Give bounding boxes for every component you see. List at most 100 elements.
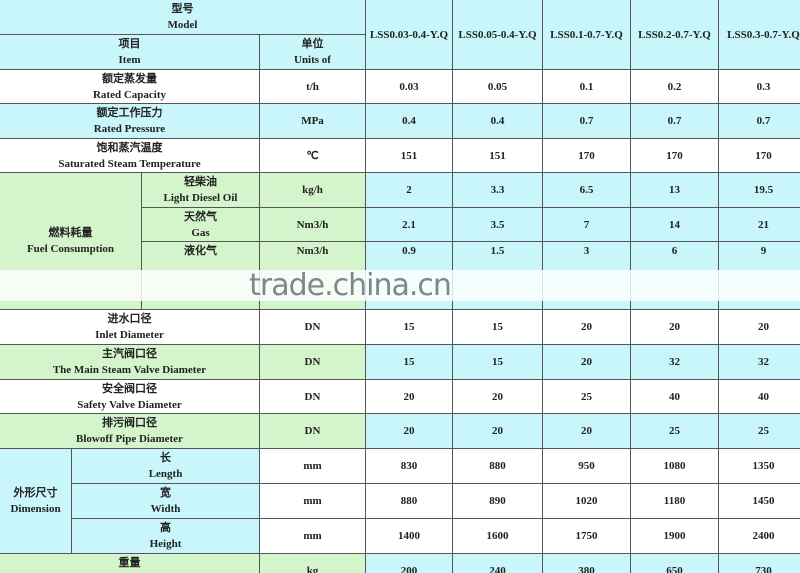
table-cell-text: 170 — [755, 149, 772, 162]
table-cell: 1350 — [719, 449, 800, 483]
group-label-fuel-text: 燃料耗量 — [48, 226, 93, 239]
table-cell: 14 — [631, 208, 718, 241]
table-cell: 0.7 — [543, 104, 630, 138]
table-cell: 1600 — [453, 519, 542, 553]
table-cell-text: 0.1 — [579, 80, 594, 93]
table-cell: 20 — [453, 414, 542, 448]
row-label-text: 安全阀口径 — [102, 381, 157, 395]
table-cell: 890 — [453, 484, 542, 518]
table-cell-text: 25 — [758, 425, 769, 437]
row-label-text: 排污阀口径 — [102, 416, 157, 429]
table-cell: 6.5 — [543, 173, 630, 207]
table-cell: 25 — [631, 414, 718, 448]
table-cell-text: 9 — [760, 245, 767, 257]
table-cell: 880 — [453, 449, 542, 483]
table-cell-text: 1450 — [752, 495, 775, 507]
table-cell-text: 151 — [400, 149, 418, 162]
row-label-text: 额定工作压力 — [96, 106, 163, 119]
row-label-text: 饱和蒸汽温度 — [96, 140, 163, 154]
table-cell: 0.4 — [453, 104, 542, 138]
row-unit: DN — [260, 345, 365, 379]
table-cell: 200 — [366, 554, 452, 573]
table-cell: 0.9 — [366, 242, 452, 309]
table-cell-text: 1350 — [752, 460, 775, 472]
row-unit: Nm3/h — [260, 208, 365, 241]
table-cell-text: 15 — [492, 356, 503, 368]
row-label-text: 天然气 — [184, 209, 217, 223]
row-label-text: Rated Pressure — [93, 123, 166, 135]
table-cell: 2400 — [719, 519, 800, 553]
table-cell-text: 0.4 — [402, 115, 416, 127]
table-cell-text: 730 — [755, 565, 772, 573]
row-unit: kg/h — [260, 173, 365, 207]
model-column-header-text: LSS0.05-0.4-Y.Q — [458, 28, 537, 41]
table-cell: 2 — [366, 173, 452, 207]
table-cell: 0.7 — [631, 104, 718, 138]
table-cell-text: 0.2 — [667, 80, 682, 93]
table-cell-text: 15 — [403, 321, 415, 333]
row-label-text: Safety Valve Diameter — [77, 398, 182, 411]
row-label-text: 宽 — [160, 486, 171, 499]
table-cell: 0.05 — [453, 70, 542, 103]
table-cell: 7 — [543, 208, 630, 241]
row-label-text: Width — [150, 503, 181, 515]
row-label: 液化气 — [142, 242, 259, 309]
table-cell: 0.7 — [719, 104, 800, 138]
group-label-fuel-text: Fuel Consumption — [26, 243, 115, 255]
row-unit-text: kg — [306, 565, 319, 573]
table-cell: 0.2 — [631, 70, 718, 103]
model-column-header-text: LSS0.1-0.7-Y.Q — [550, 28, 623, 41]
row-label: 宽 Width — [72, 484, 259, 518]
row-label-text: 高 — [160, 521, 171, 534]
table-cell: 1900 — [631, 519, 718, 553]
table-cell-text: 151 — [489, 149, 506, 162]
table-cell-text: 14 — [669, 218, 680, 231]
table-cell: 19.5 — [719, 173, 800, 207]
row-label: 安全阀口径 Safety Valve Diameter — [0, 380, 259, 413]
table-cell: 32 — [719, 345, 800, 379]
table-cell: 650 — [631, 554, 718, 573]
table-cell-text: 20 — [403, 425, 415, 437]
table-cell: 1180 — [631, 484, 718, 518]
row-label-text: Rated Capacity — [92, 88, 167, 101]
table-cell-text: 6 — [671, 245, 678, 257]
table-cell: 3.5 — [453, 208, 542, 241]
model-column-header-text: LSS0.3-0.7-Y.Q — [727, 28, 800, 41]
table-cell: 6 — [631, 242, 718, 309]
table-cell-text: 200 — [400, 565, 418, 573]
table-cell: 9 — [719, 242, 800, 309]
table-cell-text: 20 — [581, 356, 592, 368]
row-label-text: 重量 — [118, 556, 141, 569]
table-cell: 1080 — [631, 449, 718, 483]
table-cell-text: 15 — [492, 321, 503, 333]
row-label: 轻柴油 Light Diesel Oil — [142, 173, 259, 207]
table-cell: 950 — [543, 449, 630, 483]
table-cell: 730 — [719, 554, 800, 573]
group-label-dim-text: 外形尺寸 — [13, 486, 58, 499]
table-cell: 2.1 — [366, 208, 452, 241]
table-cell: 20 — [366, 414, 452, 448]
group-label-dim: 外形尺寸 Dimension — [0, 449, 71, 553]
table-cell: 151 — [453, 139, 542, 172]
row-unit-text: mm — [303, 460, 322, 472]
table-cell: 380 — [543, 554, 630, 573]
row-unit-text: kg/h — [302, 184, 323, 196]
table-cell: 25 — [543, 380, 630, 413]
row-unit: t/h — [260, 70, 365, 103]
model-column-header-text: LSS0.03-0.4-Y.Q — [369, 28, 449, 41]
table-cell: 0.03 — [366, 70, 452, 103]
table-cell-text: 13 — [669, 184, 680, 196]
item-header-text: Item — [118, 54, 141, 66]
table-cell-text: 25 — [581, 390, 592, 403]
row-unit-text: Nm3/h — [296, 245, 329, 257]
row-label-text: Light Diesel Oil — [163, 192, 238, 204]
row-label: 长 Length — [72, 449, 259, 483]
model-column-header: LSS0.03-0.4-Y.Q — [366, 0, 452, 69]
model-header-text: 型号 — [171, 2, 194, 15]
row-label-text: Gas — [191, 226, 210, 239]
table-cell: 170 — [631, 139, 718, 172]
table-cell: 1400 — [366, 519, 452, 553]
table-cell-text: 32 — [758, 356, 769, 368]
table-cell: 1750 — [543, 519, 630, 553]
